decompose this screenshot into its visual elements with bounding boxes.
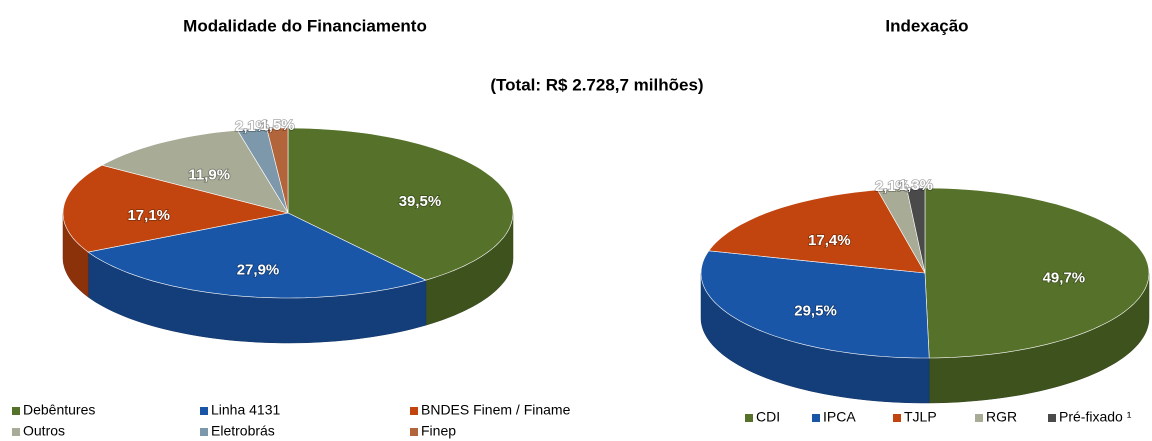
data-label: 1,5% [260,117,294,134]
chart-title: Modalidade do Financiamento [183,16,427,35]
legend-label: Outros [23,423,65,439]
legend-swatch [745,414,753,422]
slice [87,212,427,299]
legend-swatch [410,428,418,436]
data-label: 39,5% [399,193,442,210]
slice [62,164,289,253]
legend-swatch [12,428,20,436]
slice [906,187,926,274]
data-label: 17,4% [808,232,851,249]
legend-label: CDI [756,409,780,425]
slice [287,127,514,281]
legend-label: TJLP [904,409,937,425]
legend-label: Pré-fixado ¹ [1059,409,1132,425]
slice [924,187,1150,359]
data-label: 27,9% [237,261,280,278]
chart-title: Indexação [885,16,968,35]
legend-swatch [200,428,208,436]
legend-swatch [812,414,820,422]
legend-swatch [975,414,983,422]
subtitle: (Total: R$ 2.728,7 milhões) [490,75,703,94]
legend-swatch [200,407,208,415]
legend-swatch [12,407,20,415]
data-label: 2,1% [235,118,269,135]
legend-swatch [893,414,901,422]
data-label: 1,3% [899,177,933,194]
legend-label: RGR [986,409,1017,425]
data-label: 29,5% [794,302,837,319]
slice [101,129,289,214]
legend-label: Eletrobrás [211,423,275,439]
legend-label: Linha 4131 [211,402,281,418]
slice [700,250,930,359]
data-label: 2,1% [875,178,909,195]
slice [266,127,289,214]
legend-label: Finep [421,423,456,439]
legend-label: BNDES Finem / Finame [421,402,571,418]
data-label: 49,7% [1043,269,1086,286]
slice [708,189,926,274]
data-label: 11,9% [188,166,230,183]
legend-label: IPCA [823,409,856,425]
legend-swatch [1048,414,1056,422]
data-label: 17,1% [127,207,170,224]
legend-label: Debêntures [23,402,95,418]
legend-swatch [410,407,418,415]
